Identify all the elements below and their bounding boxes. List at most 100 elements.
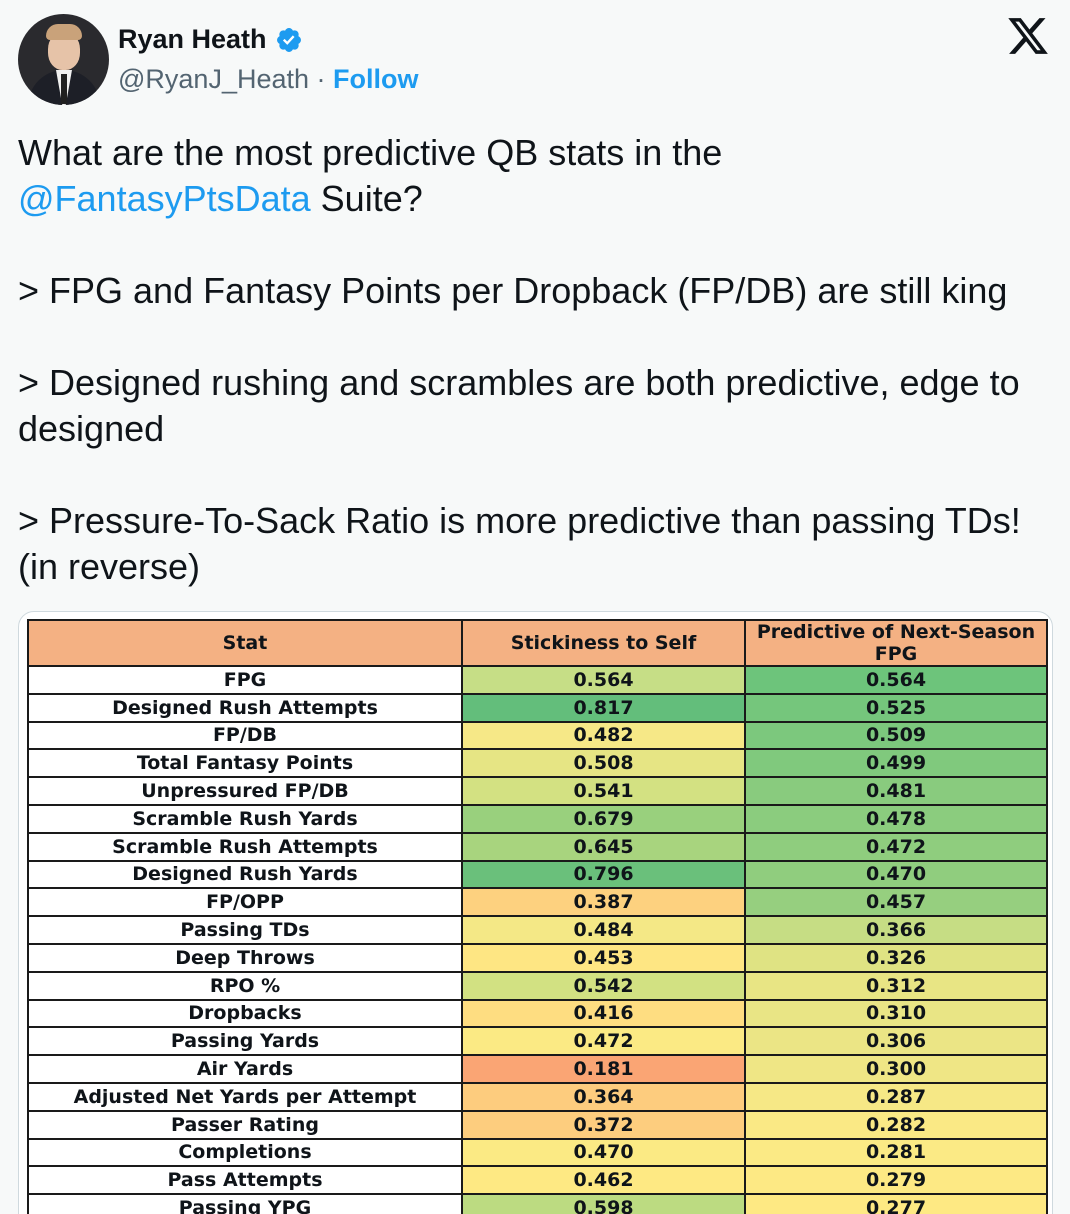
stickiness-cell: 0.470: [461, 1137, 746, 1168]
table-row: Passing TDs 0.484 0.366: [27, 915, 1048, 945]
table-row: Passing Yards 0.472 0.306: [27, 1026, 1048, 1057]
table-row: Deep Throws 0.453 0.326: [27, 942, 1048, 973]
predictive-cell: 0.310: [744, 998, 1048, 1029]
stickiness-cell: 0.181: [461, 1054, 746, 1084]
table-row: Completions 0.470 0.281: [27, 1137, 1048, 1168]
author-name[interactable]: Ryan Heath: [118, 24, 267, 54]
stat-cell: Designed Rush Attempts: [27, 692, 463, 723]
tweet-paragraph-1: What are the most predictive QB stats in…: [18, 130, 1053, 222]
stickiness-cell: 0.598: [461, 1193, 746, 1214]
table-row: Pass Attempts 0.462 0.279: [27, 1165, 1048, 1196]
table-row: FPG 0.564 0.564: [27, 665, 1048, 695]
column-header: Stat: [27, 619, 463, 667]
predictive-cell: 0.499: [744, 748, 1048, 779]
stat-cell: FP/OPP: [27, 887, 463, 918]
x-logo-icon[interactable]: [1006, 14, 1050, 58]
predictive-cell: 0.287: [744, 1081, 1048, 1112]
stickiness-cell: 0.372: [461, 1109, 746, 1140]
predictive-cell: 0.525: [744, 692, 1048, 723]
stat-cell: Dropbacks: [27, 998, 463, 1029]
stat-cell: Designed Rush Yards: [27, 859, 463, 890]
tweet-header: Ryan Heath @RyanJ_Heath · Follow: [18, 14, 1058, 108]
table-row: Passer Rating 0.372 0.282: [27, 1109, 1048, 1140]
tweet-text-line: Suite?: [310, 178, 423, 219]
stat-cell: Air Yards: [27, 1054, 463, 1084]
mention-link[interactable]: @FantasyPtsData: [18, 178, 311, 219]
column-header: Stickiness to Self: [461, 619, 746, 667]
stickiness-cell: 0.416: [461, 998, 746, 1029]
stat-cell: Passing Yards: [27, 1026, 463, 1057]
table-row: Designed Rush Attempts 0.817 0.525: [27, 692, 1048, 723]
table-row: RPO % 0.542 0.312: [27, 970, 1048, 1001]
predictive-cell: 0.279: [744, 1165, 1048, 1196]
follow-button[interactable]: Follow: [333, 64, 419, 94]
attached-image-card[interactable]: Stat Stickiness to Self Predictive of Ne…: [18, 611, 1053, 1214]
stat-cell: Deep Throws: [27, 942, 463, 973]
tweet-text-line: What are the most predictive QB stats in…: [18, 132, 723, 173]
stickiness-cell: 0.462: [461, 1165, 746, 1196]
column-header: Predictive of Next-Season FPG: [744, 619, 1048, 667]
tweet-paragraph-3: > Designed rushing and scrambles are bot…: [18, 362, 1020, 449]
table-row: Scramble Rush Yards 0.679 0.478: [27, 803, 1048, 834]
stat-cell: Scramble Rush Attempts: [27, 831, 463, 862]
table-row: Designed Rush Yards 0.796 0.470: [27, 859, 1048, 890]
stat-cell: Adjusted Net Yards per Attempt: [27, 1081, 463, 1112]
table-row: Dropbacks 0.416 0.310: [27, 998, 1048, 1029]
stats-table: Stat Stickiness to Self Predictive of Ne…: [27, 619, 1048, 1214]
author-name-row[interactable]: Ryan Heath: [118, 24, 303, 55]
stickiness-cell: 0.387: [461, 887, 746, 918]
author-handle[interactable]: @RyanJ_Heath: [118, 64, 310, 94]
stat-cell: Pass Attempts: [27, 1165, 463, 1196]
stickiness-cell: 0.679: [461, 803, 746, 834]
predictive-cell: 0.281: [744, 1137, 1048, 1168]
stickiness-cell: 0.472: [461, 1026, 746, 1057]
stat-cell: Passing YPG: [27, 1193, 463, 1214]
predictive-cell: 0.326: [744, 942, 1048, 973]
table-row: FP/DB 0.482 0.509: [27, 720, 1048, 751]
stickiness-cell: 0.541: [461, 776, 746, 806]
stickiness-cell: 0.364: [461, 1081, 746, 1112]
predictive-cell: 0.457: [744, 887, 1048, 918]
predictive-cell: 0.472: [744, 831, 1048, 862]
predictive-cell: 0.312: [744, 970, 1048, 1001]
stickiness-cell: 0.796: [461, 859, 746, 890]
stickiness-cell: 0.508: [461, 748, 746, 779]
stickiness-cell: 0.453: [461, 942, 746, 973]
stat-cell: FP/DB: [27, 720, 463, 751]
predictive-cell: 0.300: [744, 1054, 1048, 1084]
stat-cell: FPG: [27, 665, 463, 695]
stat-cell: Unpressured FP/DB: [27, 776, 463, 806]
table-row: FP/OPP 0.387 0.457: [27, 887, 1048, 918]
handle-line: @RyanJ_Heath · Follow: [118, 64, 419, 95]
tweet-paragraph-4: > Pressure-To-Sack Ratio is more predict…: [18, 500, 1021, 587]
separator: ·: [316, 64, 326, 94]
predictive-cell: 0.282: [744, 1109, 1048, 1140]
stickiness-cell: 0.484: [461, 915, 746, 945]
predictive-cell: 0.478: [744, 803, 1048, 834]
stat-cell: Total Fantasy Points: [27, 748, 463, 779]
predictive-cell: 0.306: [744, 1026, 1048, 1057]
stickiness-cell: 0.482: [461, 720, 746, 751]
predictive-cell: 0.366: [744, 915, 1048, 945]
table-body: FPG 0.564 0.564 Designed Rush Attempts 0.817…: [27, 665, 1048, 1214]
avatar[interactable]: [18, 14, 109, 105]
predictive-cell: 0.564: [744, 665, 1048, 695]
table-row: Unpressured FP/DB 0.541 0.481: [27, 776, 1048, 806]
predictive-cell: 0.277: [744, 1193, 1048, 1214]
tweet-paragraph-2: > FPG and Fantasy Points per Dropback (F…: [18, 270, 1008, 311]
stickiness-cell: 0.542: [461, 970, 746, 1001]
table-row: Total Fantasy Points 0.508 0.499: [27, 748, 1048, 779]
table-row: Air Yards 0.181 0.300: [27, 1054, 1048, 1084]
stickiness-cell: 0.564: [461, 665, 746, 695]
predictive-cell: 0.470: [744, 859, 1048, 890]
tweet-text: What are the most predictive QB stats in…: [18, 130, 1053, 590]
stat-cell: Completions: [27, 1137, 463, 1168]
stat-cell: Passing TDs: [27, 915, 463, 945]
table-row: Adjusted Net Yards per Attempt 0.364 0.287: [27, 1081, 1048, 1112]
predictive-cell: 0.509: [744, 720, 1048, 751]
table-row: Scramble Rush Attempts 0.645 0.472: [27, 831, 1048, 862]
stat-cell: Passer Rating: [27, 1109, 463, 1140]
stickiness-cell: 0.645: [461, 831, 746, 862]
table-header-row: Stat Stickiness to Self Predictive of Ne…: [27, 619, 1048, 667]
table-row: Passing YPG 0.598 0.277: [27, 1193, 1048, 1214]
